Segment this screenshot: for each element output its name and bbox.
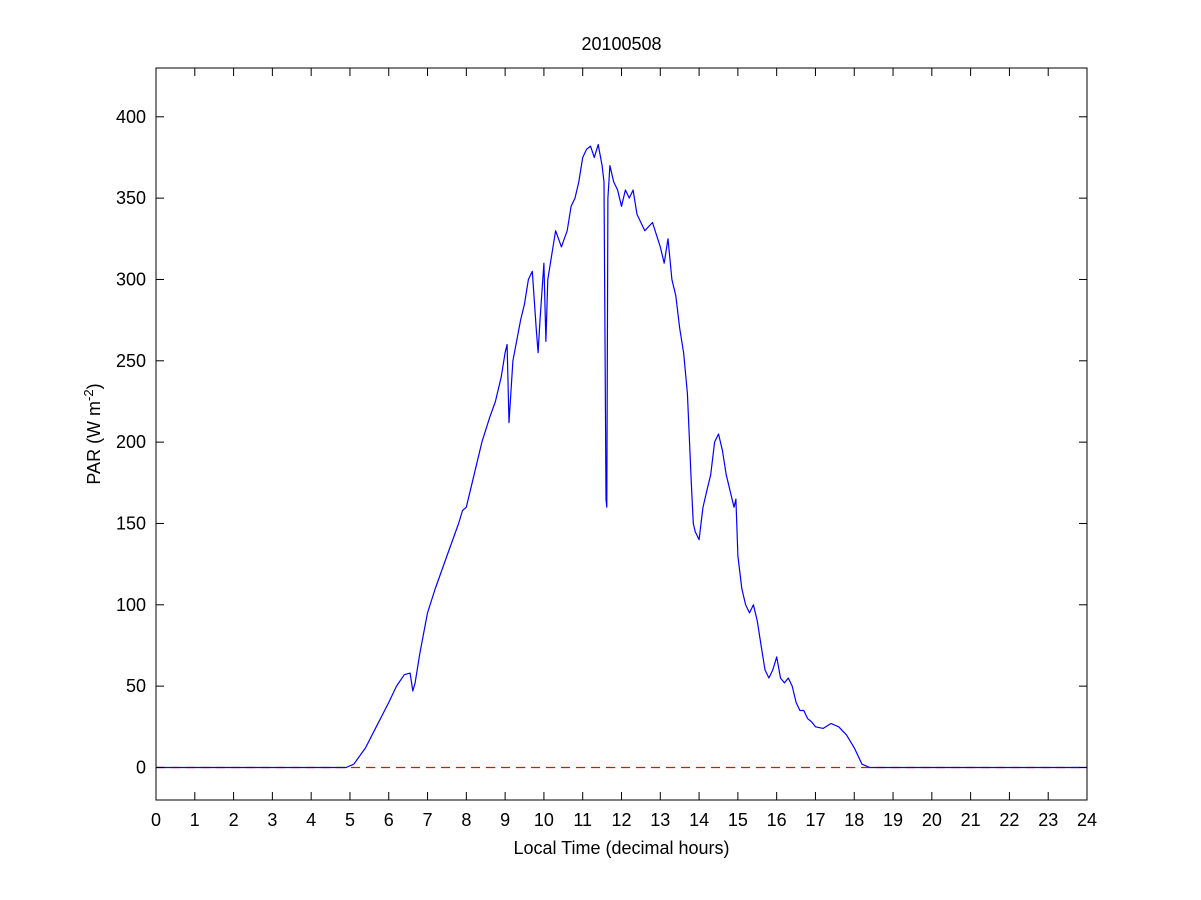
x-tick-label: 14	[689, 810, 709, 830]
y-tick-label: 350	[116, 188, 146, 208]
y-tick-label: 150	[116, 513, 146, 533]
x-tick-label: 24	[1077, 810, 1097, 830]
x-tick-label: 10	[534, 810, 554, 830]
x-tick-label: 9	[500, 810, 510, 830]
y-tick-label: 200	[116, 432, 146, 452]
x-tick-label: 13	[650, 810, 670, 830]
x-tick-label: 12	[611, 810, 631, 830]
x-tick-label: 5	[345, 810, 355, 830]
x-tick-label: 7	[423, 810, 433, 830]
y-tick-label: 300	[116, 269, 146, 289]
x-tick-label: 16	[767, 810, 787, 830]
y-tick-label: 0	[136, 757, 146, 777]
x-tick-label: 3	[267, 810, 277, 830]
x-tick-label: 11	[573, 810, 592, 830]
y-tick-label: 50	[126, 676, 146, 696]
x-axis-title: Local Time (decimal hours)	[513, 838, 729, 858]
x-tick-label: 19	[883, 810, 903, 830]
x-tick-label: 6	[384, 810, 394, 830]
x-tick-label: 18	[844, 810, 864, 830]
x-tick-label: 17	[805, 810, 825, 830]
x-tick-label: 20	[922, 810, 942, 830]
y-axis-title: PAR (W m-2)	[81, 383, 105, 484]
y-axis-title-suffix: )	[84, 383, 104, 389]
par-series-line	[156, 143, 1087, 769]
x-tick-label: 21	[961, 810, 981, 830]
ticks-layer: 0 1 2 3 4 5 6 7 8 9 10 11 12 13 14 15 16 17 18 19 20 21 22 23 24…	[116, 68, 1097, 830]
y-axis-title-prefix: PAR (W m	[84, 401, 104, 485]
x-tick-label: 4	[306, 810, 316, 830]
y-tick-label: 250	[116, 351, 146, 371]
x-tick-label: 8	[461, 810, 471, 830]
x-tick-label: 22	[999, 810, 1019, 830]
x-tick-label: 23	[1038, 810, 1058, 830]
x-tick-label: 2	[229, 810, 239, 830]
chart-title: 20100508	[581, 34, 661, 54]
x-tick-label: 1	[190, 810, 200, 830]
y-tick-label: 100	[116, 595, 146, 615]
plot-area	[155, 67, 1088, 801]
x-tick-label: 15	[728, 810, 748, 830]
y-tick-label: 400	[116, 107, 146, 127]
x-tick-label: 0	[151, 810, 161, 830]
y-axis-title-superscript: -2	[81, 389, 96, 401]
series-layer	[156, 143, 1087, 769]
